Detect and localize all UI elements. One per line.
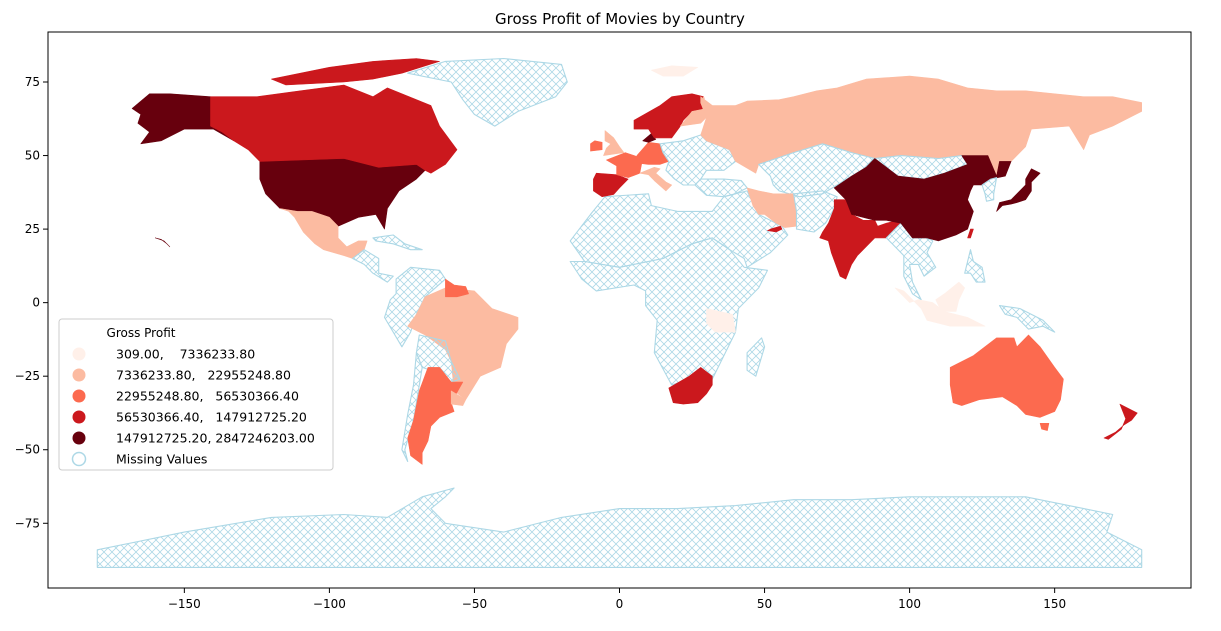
legend-marker [72,347,86,361]
region-canada [210,84,458,174]
legend: Gross Profit 309.00, 7336233.80 7336233.80… [58,318,334,471]
region-new-guinea [998,305,1056,333]
region-south-africa [668,367,713,405]
legend-marker [72,410,86,424]
region-afghanistan-pakistan [793,190,838,233]
region-chile [401,352,423,463]
region-madagascar [746,337,766,377]
region-canada-arctic-islands [271,58,440,86]
legend-label: Missing Values [116,452,207,467]
x-tick-label: −100 [313,597,346,611]
legend-marker [72,368,86,382]
x-axis: −150 −100 −50 0 50 100 150 [168,588,1066,611]
x-tick-label: 100 [898,597,921,611]
legend-label: 7336233.80, 22955248.80 [116,368,291,383]
y-tick-label: 75 [25,75,40,89]
x-tick-label: −150 [168,597,201,611]
region-mexico [279,208,368,259]
region-japan [996,168,1041,212]
region-central-america [352,249,394,283]
region-gulf-state [767,225,783,233]
region-eastern-europe [659,134,737,186]
legend-label: 147912725.20, 2847246203.00 [116,431,315,446]
x-tick-label: 50 [757,597,772,611]
region-layer [96,57,1143,568]
region-philippines [964,249,986,283]
region-argentina [407,367,464,465]
region-iran [746,187,797,228]
legend-marker [72,389,86,403]
region-australia [949,334,1064,418]
region-ireland [590,140,603,152]
legend-marker [72,431,86,445]
region-indonesia [894,287,986,327]
legend-label: 309.00, 7336233.80 [116,347,255,362]
region-alaska [131,93,234,145]
region-greenland [407,57,568,127]
x-tick-label: 150 [1043,597,1066,611]
y-tick-label: 25 [25,222,40,236]
region-kazakhstan-central-asia [758,143,876,198]
region-russia [700,75,1142,177]
y-tick-label: −25 [15,369,40,383]
region-italy [639,167,672,192]
y-tick-label: −50 [15,443,40,457]
region-india [819,199,902,280]
region-caribbean [372,234,423,251]
region-portugal-spain [593,172,629,197]
region-korea [981,177,998,202]
region-tasmania [1039,423,1050,431]
region-uk [603,130,625,156]
chart-title: Gross Profit of Movies by Country [495,10,745,28]
region-hawaii [155,237,171,248]
x-tick-label: −50 [462,597,487,611]
legend-title: Gross Profit [107,326,176,340]
region-sub-saharan-africa [569,237,769,386]
region-tanzania-area [706,308,736,333]
region-new-zealand [1103,403,1138,440]
region-antarctica [96,487,1143,568]
region-uruguay [450,390,466,406]
y-tick-label: 0 [32,296,40,310]
legend-label: 56530366.40, 147912725.20 [116,410,307,425]
region-united-states [259,158,426,230]
region-svalbard-islands [651,65,699,77]
y-axis: 75 50 25 0 −25 −50 −75 [15,75,48,530]
y-tick-label: 50 [25,149,40,163]
legend-box [58,318,334,471]
y-tick-label: −75 [15,516,40,530]
legend-marker [71,451,87,467]
legend-label: 22955248.80, 56530366.40 [116,389,299,404]
region-france [606,152,643,178]
region-guyana-suriname [445,278,469,298]
region-borneo [935,281,965,312]
x-tick-label: 0 [616,597,624,611]
region-taiwan [967,228,974,239]
